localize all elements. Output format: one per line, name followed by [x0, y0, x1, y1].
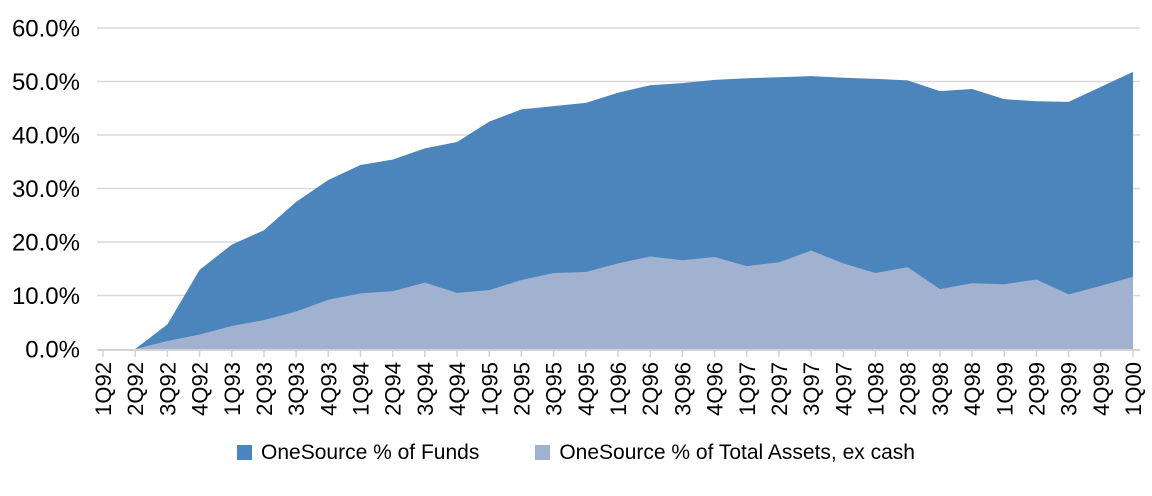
x-tick-label: 3Q93 — [284, 362, 309, 416]
x-tick-label: 2Q92 — [123, 362, 148, 416]
x-tick-label: 4Q92 — [188, 362, 213, 416]
x-tick-label: 2Q97 — [767, 362, 792, 416]
y-tick-label: 10.0% — [12, 283, 80, 310]
legend-swatch-assets-icon — [535, 444, 551, 460]
x-tick-label: 1Q00 — [1121, 362, 1146, 416]
x-tick-label: 2Q95 — [509, 362, 534, 416]
x-tick-label: 2Q96 — [638, 362, 663, 416]
y-tick-label: 50.0% — [12, 69, 80, 96]
x-tick-label: 1Q95 — [477, 362, 502, 416]
y-tick-label: 30.0% — [12, 176, 80, 203]
x-tick-label: 2Q99 — [1024, 362, 1049, 416]
x-tick-label: 3Q94 — [413, 362, 438, 416]
x-tick-label: 1Q93 — [220, 362, 245, 416]
x-tick-label: 3Q95 — [542, 362, 567, 416]
y-tick-label: 0.0% — [25, 337, 80, 364]
y-tick-label: 60.0% — [12, 16, 80, 43]
legend-item-funds: OneSource % of Funds — [237, 441, 479, 463]
x-tick-label: 1Q92 — [91, 362, 116, 416]
legend-item-assets: OneSource % of Total Assets, ex cash — [535, 441, 915, 463]
x-tick-label: 4Q94 — [445, 362, 470, 416]
x-tick-label: 3Q97 — [799, 362, 824, 416]
legend-swatch-funds-icon — [237, 444, 253, 460]
x-tick-label: 2Q94 — [381, 362, 406, 416]
x-tick-label: 1Q99 — [992, 362, 1017, 416]
x-tick-label: 4Q98 — [960, 362, 985, 416]
y-tick-label: 20.0% — [12, 230, 80, 257]
x-tick-label: 4Q96 — [703, 362, 728, 416]
chart-legend: OneSource % of Funds OneSource % of Tota… — [0, 441, 1152, 463]
x-tick-label: 4Q99 — [1089, 362, 1114, 416]
x-tick-label: 4Q95 — [574, 362, 599, 416]
plot-area: 0.0% 10.0% 20.0% 30.0% 40.0% 50.0% 60.0% 1Q92 2Q… — [12, 16, 1146, 416]
x-tick-label: 2Q93 — [252, 362, 277, 416]
x-tick-label: 1Q96 — [606, 362, 631, 416]
x-tick-label: 4Q97 — [831, 362, 856, 416]
x-tick-label: 3Q92 — [155, 362, 180, 416]
x-tick-label: 3Q99 — [1057, 362, 1082, 416]
legend-label-funds: OneSource % of Funds — [261, 441, 480, 464]
x-tick-label: 3Q96 — [670, 362, 695, 416]
x-tick-label: 2Q98 — [896, 362, 921, 416]
x-tick-label: 1Q97 — [735, 362, 760, 416]
x-tick-label: 1Q94 — [349, 362, 374, 416]
y-tick-label: 40.0% — [12, 123, 80, 150]
x-tick-label: 1Q98 — [864, 362, 889, 416]
series-area-assets — [103, 250, 1133, 349]
x-tick-label: 4Q93 — [316, 362, 341, 416]
legend-label-assets: OneSource % of Total Assets, ex cash — [559, 441, 915, 464]
x-tick-label: 3Q98 — [928, 362, 953, 416]
